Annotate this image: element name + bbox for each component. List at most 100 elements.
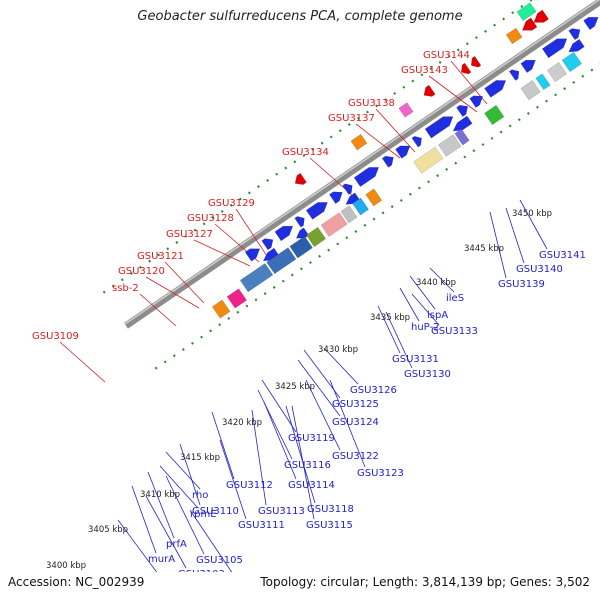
forward-gene[interactable] — [294, 216, 305, 228]
gene-block[interactable] — [320, 212, 348, 237]
reverse-gene[interactable] — [423, 84, 436, 97]
gene-block[interactable] — [340, 205, 358, 224]
gene-label[interactable]: ssb-2 — [112, 283, 139, 294]
gene-label[interactable]: rho — [192, 490, 208, 501]
gene-block[interactable] — [546, 62, 568, 83]
gene-label[interactable]: GSU3129 — [208, 198, 255, 209]
forward-gene[interactable] — [353, 167, 380, 187]
gene-label[interactable]: GSU3116 — [284, 460, 331, 471]
gene-label[interactable]: GSU3133 — [431, 326, 478, 337]
gene-label[interactable]: huP-2 — [411, 322, 439, 333]
forward-gene[interactable] — [508, 69, 520, 81]
gene-label[interactable]: rpmE — [190, 509, 217, 520]
gene-label[interactable]: GSU3111 — [238, 520, 285, 531]
forward-gene[interactable] — [456, 105, 469, 117]
gene-label[interactable]: ileS — [446, 293, 464, 304]
gene-block[interactable] — [266, 247, 297, 275]
genome-map[interactable]: 3400 kbp 3405 kbp 3410 kbp 3415 kbp 3420 kbp… — [0, 0, 600, 572]
gene-label[interactable]: GSU3143 — [401, 65, 448, 76]
gene-block[interactable] — [413, 146, 444, 174]
forward-gene[interactable] — [520, 59, 536, 73]
gene-track[interactable] — [211, 0, 600, 319]
gene-label[interactable]: GSU3114 — [288, 480, 335, 491]
gene-label[interactable]: GSU3123 — [357, 468, 404, 479]
gene-label[interactable]: murA — [148, 554, 175, 565]
reverse-gene[interactable] — [461, 62, 472, 75]
forward-gene[interactable] — [484, 80, 507, 98]
gene-label[interactable]: GSU3127 — [166, 229, 213, 240]
gene-block[interactable] — [505, 27, 523, 45]
gene-block[interactable] — [226, 288, 247, 309]
gene-label[interactable]: GSU3115 — [306, 520, 353, 531]
gene-block[interactable] — [239, 263, 274, 293]
gene-label[interactable]: GSU3125 — [332, 399, 379, 410]
forward-gene[interactable] — [395, 145, 411, 159]
gene-labels[interactable]: GSU3144 GSU3143 GSU3138 GSU3137 GSU3134 GSU31… — [32, 50, 586, 572]
gene-label[interactable]: GSU3138 — [348, 98, 395, 109]
reverse-gene[interactable] — [522, 17, 538, 31]
gene-label[interactable]: GSU3130 — [404, 369, 451, 380]
gene-label[interactable]: GSU3134 — [282, 147, 329, 158]
leader-line — [409, 275, 436, 310]
gene-block[interactable] — [535, 73, 551, 91]
gene-label[interactable]: GSU3126 — [350, 385, 397, 396]
gene-block[interactable] — [350, 133, 368, 151]
gene-block[interactable] — [398, 102, 414, 118]
gene-label[interactable]: GSU3131 — [392, 354, 439, 365]
forward-gene[interactable] — [381, 155, 394, 168]
forward-gene[interactable] — [261, 238, 274, 251]
label-leaders — [59, 60, 548, 572]
gene-label[interactable]: GSU3120 — [118, 266, 165, 277]
forward-gene[interactable] — [411, 135, 422, 148]
gene-label[interactable]: GSU3140 — [516, 264, 563, 275]
forward-gene[interactable] — [452, 115, 473, 132]
leader-line — [375, 108, 416, 153]
gene-block[interactable] — [561, 51, 582, 73]
gene-block[interactable] — [211, 299, 231, 319]
gene-label[interactable]: GSU3128 — [187, 213, 234, 224]
forward-gene[interactable] — [583, 16, 599, 31]
gene-label[interactable]: GSU3110 — [192, 506, 239, 517]
forward-gene[interactable] — [568, 38, 585, 53]
gene-label[interactable]: lspA — [427, 310, 448, 321]
gene-label[interactable]: GSU3112 — [226, 480, 273, 491]
gene-block[interactable] — [516, 2, 537, 22]
forward-gene[interactable] — [305, 202, 328, 220]
gene-label[interactable]: prfA — [166, 539, 187, 550]
forward-gene[interactable] — [274, 225, 294, 242]
reverse-gene[interactable] — [294, 172, 307, 185]
gene-label[interactable]: GSU3113 — [258, 506, 305, 517]
gene-label[interactable]: GSU3121 — [137, 251, 184, 262]
gene-label[interactable]: GSU3103 — [178, 569, 225, 572]
gene-label[interactable]: GSU3141 — [539, 250, 586, 261]
gene-block[interactable] — [454, 128, 470, 146]
reverse-gene[interactable] — [470, 55, 482, 68]
gene-block[interactable] — [365, 188, 383, 207]
gene-label[interactable]: GSU3118 — [307, 504, 354, 515]
gene-label[interactable]: GSU3119 — [288, 433, 335, 444]
gene-block[interactable] — [305, 226, 327, 248]
gene-label[interactable]: GSU3122 — [332, 451, 379, 462]
forward-gene[interactable] — [469, 95, 484, 108]
forward-gene[interactable] — [541, 38, 568, 59]
gene-label[interactable]: GSU3144 — [423, 50, 470, 61]
forward-gene[interactable] — [342, 183, 353, 195]
forward-gene[interactable] — [424, 116, 454, 139]
gene-label[interactable]: GSU3139 — [498, 279, 545, 290]
leader-line — [519, 199, 548, 250]
forward-gene[interactable] — [244, 248, 261, 262]
gene-block[interactable] — [484, 104, 505, 126]
forward-gene[interactable] — [568, 28, 581, 41]
gene-label[interactable]: GSU3109 — [32, 331, 79, 342]
kbp-tick-label: 3400 kbp — [46, 561, 86, 571]
gene-label[interactable]: GSU3105 — [196, 555, 243, 566]
gene-block[interactable] — [520, 80, 541, 101]
gene-block[interactable] — [437, 134, 462, 157]
gene-block[interactable] — [352, 197, 369, 216]
gene-label[interactable]: GSU3137 — [328, 113, 375, 124]
gene-block[interactable] — [289, 235, 313, 259]
forward-gene[interactable] — [295, 227, 310, 239]
forward-gene[interactable] — [329, 191, 343, 204]
reverse-gene[interactable] — [533, 9, 549, 23]
gene-label[interactable]: GSU3124 — [332, 417, 379, 428]
